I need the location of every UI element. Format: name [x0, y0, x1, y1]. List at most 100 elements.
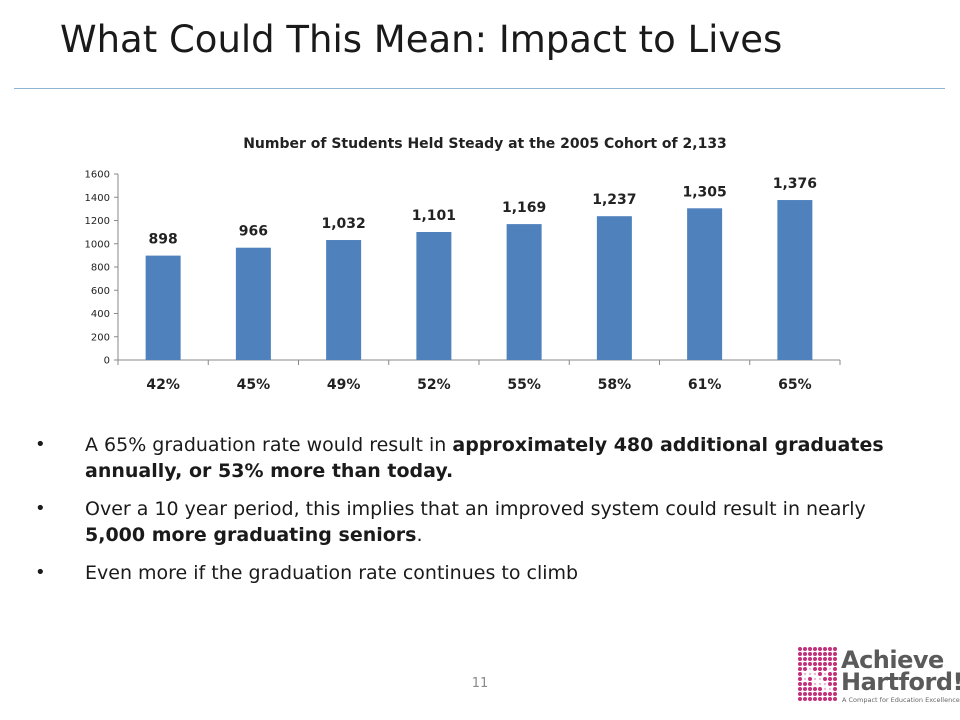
- bar-chart: Number of Students Held Steady at the 20…: [0, 120, 960, 410]
- logo-dot: [823, 672, 827, 676]
- logo-dot: [823, 662, 827, 666]
- y-tick-label: 200: [91, 332, 110, 343]
- logo-dot: [808, 677, 812, 681]
- logo-dot: [798, 687, 802, 691]
- logo-dot: [828, 657, 832, 661]
- bar: [145, 255, 181, 360]
- logo-dot: [818, 652, 822, 656]
- logo-dot: [808, 662, 812, 666]
- logo-dot: [798, 657, 802, 661]
- logo-dot: [828, 667, 832, 671]
- logo-dot: [803, 677, 807, 681]
- logo-dot: [833, 667, 837, 671]
- logo-dot: [813, 647, 817, 651]
- bar-value-label: 1,237: [592, 192, 636, 208]
- bar-value-label: 1,101: [412, 208, 456, 224]
- x-category-label: 65%: [778, 377, 812, 393]
- x-category-label: 58%: [598, 377, 632, 393]
- bullet-text: A 65% graduation rate would result in: [85, 434, 453, 456]
- logo-dot: [808, 667, 812, 671]
- slide-title: What Could This Mean: Impact to Lives: [60, 18, 783, 61]
- logo-dot: [823, 657, 827, 661]
- logo-dot: [828, 647, 832, 651]
- logo-dot: [828, 677, 832, 681]
- logo-dot: [808, 672, 812, 676]
- logo-dot: [798, 667, 802, 671]
- logo-dot: [818, 697, 822, 701]
- logo-dot: [833, 692, 837, 696]
- logo-dot: [798, 662, 802, 666]
- logo-dot: [808, 687, 812, 691]
- logo-dot: [803, 687, 807, 691]
- bar-chart-svg: Number of Students Held Steady at the 20…: [85, 136, 841, 393]
- logo-dot: [798, 677, 802, 681]
- logo-dot: [823, 682, 827, 686]
- title-divider: [14, 88, 945, 89]
- bar: [687, 208, 723, 360]
- page-number: 11: [471, 676, 489, 691]
- y-tick-label: 1200: [85, 216, 110, 227]
- bar-value-label: 898: [149, 232, 178, 248]
- bar: [777, 200, 813, 360]
- logo-dot: [833, 682, 837, 686]
- bullet-text: Even more if the graduation rate continu…: [85, 562, 579, 584]
- logo-line-1: Achieve: [841, 646, 944, 674]
- x-category-label: 42%: [146, 377, 180, 393]
- logo-dot: [798, 672, 802, 676]
- logo-dot: [803, 647, 807, 651]
- logo-dot: [818, 677, 822, 681]
- bar: [235, 247, 271, 360]
- logo-dot: [798, 652, 802, 656]
- logo-dot: [818, 657, 822, 661]
- logo-dot: [803, 682, 807, 686]
- logo-dot: [813, 657, 817, 661]
- logo-dot: [818, 692, 822, 696]
- logo-dot: [813, 662, 817, 666]
- bar: [326, 240, 362, 360]
- y-tick-label: 600: [91, 286, 110, 297]
- logo-dot: [823, 692, 827, 696]
- y-tick-label: 800: [91, 263, 110, 274]
- logo-dot: [833, 652, 837, 656]
- logo-dot: [823, 667, 827, 671]
- logo-dot: [828, 652, 832, 656]
- logo-dot: [803, 657, 807, 661]
- logo-dot: [823, 652, 827, 656]
- x-category-label: 49%: [327, 377, 361, 393]
- logo-dot: [823, 697, 827, 701]
- logo-dot: [813, 667, 817, 671]
- y-tick-label: 400: [91, 309, 110, 320]
- bullet-dot-icon: •: [35, 434, 46, 455]
- logo-dot: [833, 657, 837, 661]
- logo-dot: [823, 687, 827, 691]
- logo-dot: [813, 687, 817, 691]
- logo-dot: [818, 682, 822, 686]
- logo-dot: [808, 657, 812, 661]
- bar: [506, 224, 542, 360]
- logo-dot: [833, 687, 837, 691]
- logo-dot: [813, 672, 817, 676]
- x-category-label: 61%: [688, 377, 722, 393]
- y-tick-label: 1000: [85, 239, 110, 250]
- achieve-hartford-logo: Achieve Hartford! A Compact for Educatio…: [797, 646, 960, 708]
- logo-dot: [803, 697, 807, 701]
- logo-dot: [808, 682, 812, 686]
- bar-value-label: 1,169: [502, 200, 546, 216]
- logo-dot: [808, 697, 812, 701]
- logo-dot: [828, 662, 832, 666]
- logo-dot: [813, 692, 817, 696]
- logo-dot: [813, 682, 817, 686]
- logo-dot: [818, 647, 822, 651]
- bar-value-label: 1,376: [773, 176, 817, 192]
- logo-dot: [798, 697, 802, 701]
- logo-dot: [823, 647, 827, 651]
- bar: [596, 216, 632, 360]
- logo-dot: [823, 677, 827, 681]
- logo-dot: [803, 652, 807, 656]
- y-tick-label: 1400: [85, 193, 110, 204]
- logo-dot: [833, 672, 837, 676]
- logo-line-2: Hartford!: [841, 668, 960, 696]
- bullet-dot-icon: •: [35, 498, 46, 519]
- bullet-bold-text: approximately 480 additional graduates a…: [85, 434, 884, 482]
- x-category-label: 45%: [237, 377, 271, 393]
